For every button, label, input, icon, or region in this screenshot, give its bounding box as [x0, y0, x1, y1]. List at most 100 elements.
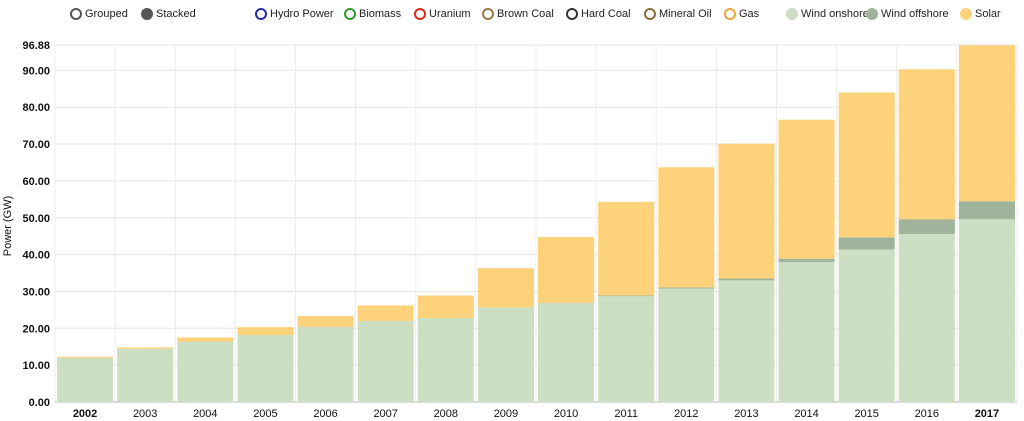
bar-wind-offshore-2013[interactable] [718, 278, 775, 281]
x-tick-label: 2003 [133, 408, 157, 420]
legend-item-uranium[interactable]: Uranium [414, 8, 471, 20]
bar-wind-offshore-2012[interactable] [658, 287, 715, 289]
bar-solar-2015[interactable] [838, 92, 895, 238]
y-tick-label: 50.00 [22, 213, 50, 225]
bar-wind-onshore-2010[interactable] [538, 303, 595, 402]
legend-marker-icon [786, 8, 798, 20]
legend-item-gas[interactable]: Gas [724, 8, 759, 20]
legend-label: Solar [975, 8, 1001, 20]
legend-marker-icon [255, 8, 267, 20]
legend-label: Wind offshore [881, 8, 949, 20]
legend-label: Biomass [359, 8, 402, 20]
legend-label: Hydro Power [270, 8, 334, 20]
legend-item-solar[interactable]: Solar [960, 8, 1001, 20]
bar-solar-2003[interactable] [117, 347, 174, 349]
bar-wind-onshore-2015[interactable] [838, 249, 895, 402]
bars [57, 45, 1015, 402]
bar-solar-2004[interactable] [177, 337, 234, 342]
x-tick-label: 2013 [734, 408, 758, 420]
bar-solar-2002[interactable] [57, 356, 114, 358]
bar-wind-onshore-2006[interactable] [297, 326, 354, 402]
legend-label: Wind onshore [801, 8, 869, 20]
bar-solar-2006[interactable] [297, 316, 354, 327]
radio-empty-icon [70, 8, 82, 20]
bar-solar-2012[interactable] [658, 167, 715, 288]
mode-grouped-label: Grouped [85, 8, 128, 20]
y-tick-label: 96.88 [22, 40, 50, 52]
x-tick-label: 2011 [614, 408, 638, 420]
y-tick-label: 80.00 [22, 102, 50, 114]
legend-marker-icon [960, 8, 972, 20]
x-tick-label: 2012 [674, 408, 698, 420]
bar-wind-onshore-2005[interactable] [237, 334, 294, 402]
x-tick-label: 2006 [313, 408, 337, 420]
legend-item-wind-onshore[interactable]: Wind onshore [786, 8, 869, 20]
y-tick-label: 70.00 [22, 139, 50, 151]
legend-marker-icon [482, 8, 494, 20]
x-tick-label: 2010 [554, 408, 578, 420]
bar-solar-2011[interactable] [598, 201, 655, 296]
bar-wind-onshore-2017[interactable] [958, 219, 1015, 402]
y-axis-title: Power (GW) [2, 196, 14, 257]
legend-item-hydro-power[interactable]: Hydro Power [255, 8, 334, 20]
legend-label: Hard Coal [581, 8, 631, 20]
legend-item-brown-coal[interactable]: Brown Coal [482, 8, 554, 20]
bar-wind-onshore-2003[interactable] [117, 348, 174, 402]
legend-marker-icon [566, 8, 578, 20]
bar-solar-2007[interactable] [357, 305, 414, 321]
x-tick-label: 2017 [975, 408, 999, 420]
y-tick-label: 10.00 [22, 360, 50, 372]
bar-wind-onshore-2002[interactable] [57, 357, 114, 402]
bar-wind-offshore-2011[interactable] [598, 295, 655, 297]
mode-grouped-toggle[interactable]: Grouped [70, 8, 128, 20]
bar-solar-2010[interactable] [538, 236, 595, 303]
x-tick-label: 2005 [253, 408, 277, 420]
bar-wind-onshore-2011[interactable] [598, 296, 655, 402]
x-tick-label: 2015 [854, 408, 878, 420]
legend-item-wind-offshore[interactable]: Wind offshore [866, 8, 949, 20]
bar-wind-onshore-2004[interactable] [177, 341, 234, 402]
legend-item-mineral-oil[interactable]: Mineral Oil [644, 8, 712, 20]
bar-solar-2005[interactable] [237, 327, 294, 335]
x-tick-label: 2009 [494, 408, 518, 420]
bar-wind-onshore-2009[interactable] [477, 307, 534, 402]
y-tick-label: 60.00 [22, 176, 50, 188]
legend-label: Gas [739, 8, 760, 20]
bar-wind-onshore-2016[interactable] [898, 233, 955, 402]
legend-label: Uranium [429, 8, 471, 20]
mode-stacked-toggle[interactable]: Stacked [141, 8, 196, 20]
bar-wind-onshore-2008[interactable] [417, 317, 474, 402]
x-tick-label: 2002 [73, 408, 97, 420]
bar-wind-offshore-2014[interactable] [778, 258, 835, 262]
y-tick-label: 30.00 [22, 286, 50, 298]
bar-wind-offshore-2017[interactable] [958, 201, 1015, 220]
bar-wind-onshore-2013[interactable] [718, 280, 775, 402]
mode-stacked-label: Stacked [156, 8, 196, 20]
bar-wind-offshore-2016[interactable] [898, 219, 955, 234]
bar-solar-2016[interactable] [898, 69, 955, 220]
bar-wind-onshore-2007[interactable] [357, 320, 414, 402]
y-tick-label: 20.00 [22, 323, 50, 335]
x-tick-label: 2014 [794, 408, 818, 420]
y-tick-label: 90.00 [22, 65, 50, 77]
legend-label: Mineral Oil [659, 8, 712, 20]
bar-wind-onshore-2014[interactable] [778, 261, 835, 402]
bar-solar-2009[interactable] [477, 268, 534, 308]
bar-wind-onshore-2012[interactable] [658, 288, 715, 402]
y-axis-ticks: 0.00 10.00 20.00 30.00 40.00 50.00 60.00 70.00 8… [22, 40, 50, 409]
legend-item-hard-coal[interactable]: Hard Coal [566, 8, 631, 20]
bar-solar-2017[interactable] [958, 45, 1015, 202]
legend-row: Grouped Stacked Hydro Power Biomass Uraniu… [0, 0, 1024, 30]
bar-solar-2013[interactable] [718, 143, 775, 279]
y-tick-label: 40.00 [22, 250, 50, 262]
x-tick-label: 2007 [373, 408, 397, 420]
bar-wind-offshore-2015[interactable] [838, 237, 895, 250]
legend-item-biomass[interactable]: Biomass [344, 8, 401, 20]
x-axis-ticks: 2002 2003 2004 2005 2006 2007 2008 2009 2010 2011… [73, 408, 999, 420]
bar-solar-2014[interactable] [778, 119, 835, 259]
bar-solar-2008[interactable] [417, 295, 474, 318]
legend-marker-icon [866, 8, 878, 20]
legend-marker-icon [724, 8, 736, 20]
legend-label: Brown Coal [497, 8, 554, 20]
